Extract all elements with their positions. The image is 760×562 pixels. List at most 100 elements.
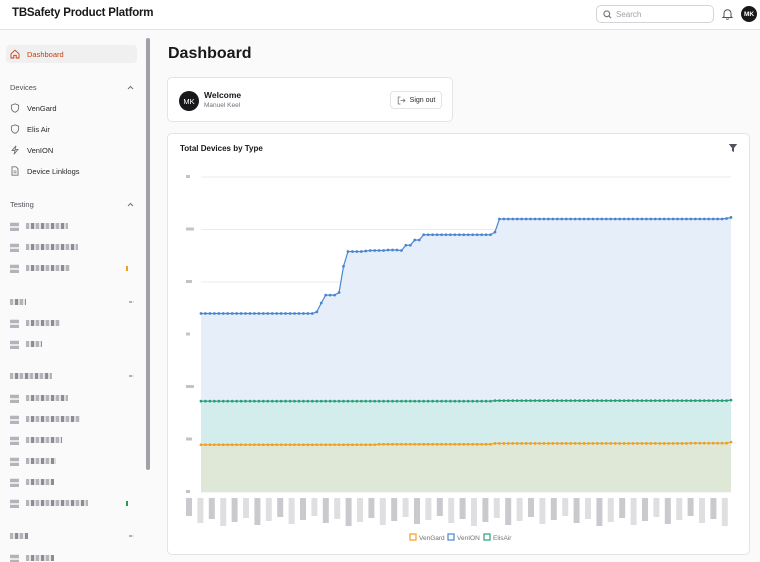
data-point <box>457 442 461 446</box>
data-point <box>725 217 728 220</box>
data-point <box>707 399 711 403</box>
data-point <box>689 217 693 221</box>
redacted-icon <box>10 414 19 424</box>
sidebar-scrollbar[interactable] <box>146 38 150 470</box>
data-point <box>627 399 630 403</box>
data-point <box>235 443 239 447</box>
data-point <box>676 399 679 403</box>
x-tick-label-redacted <box>220 498 227 526</box>
data-point <box>484 399 488 403</box>
data-point <box>408 442 412 446</box>
data-point <box>524 399 528 403</box>
data-point <box>324 293 328 297</box>
sidebar-item-redacted[interactable] <box>6 335 137 353</box>
sidebar-item-venion[interactable]: VenION <box>6 141 137 159</box>
data-point <box>359 250 363 253</box>
redacted-label <box>26 458 56 464</box>
data-point <box>444 442 448 446</box>
sidebar-item-redacted[interactable] <box>6 217 137 235</box>
data-point <box>382 399 386 403</box>
document-icon <box>11 166 19 176</box>
testing-section-header[interactable]: Testing <box>10 200 134 209</box>
sidebar-item-vengard[interactable]: VenGard <box>6 99 137 117</box>
bell-icon[interactable] <box>722 8 733 20</box>
search-box[interactable] <box>596 5 714 23</box>
data-point <box>631 442 635 445</box>
data-point <box>702 399 706 403</box>
data-point <box>346 250 350 253</box>
avatar[interactable]: MK <box>741 6 757 22</box>
data-point <box>538 442 541 445</box>
data-point <box>729 216 733 219</box>
sidebar-item-redacted[interactable] <box>6 452 137 470</box>
x-tick-label-redacted <box>550 498 557 520</box>
data-point <box>609 399 613 403</box>
data-point <box>449 233 452 237</box>
data-point <box>462 399 466 403</box>
sidebar-item-redacted[interactable] <box>6 431 137 449</box>
data-point <box>515 442 519 445</box>
data-point <box>627 442 630 445</box>
sidebar-item-elis-air[interactable]: Elis Air <box>6 120 137 138</box>
data-point <box>693 217 697 221</box>
data-point <box>595 217 599 221</box>
data-point <box>640 399 644 403</box>
data-point <box>729 398 733 402</box>
sidebar-item-redacted[interactable] <box>6 389 137 407</box>
shield-icon <box>10 103 20 113</box>
data-point <box>604 217 608 221</box>
sidebar-item-redacted[interactable] <box>6 494 137 512</box>
sidebar-item-dashboard[interactable]: Dashboard <box>6 45 137 63</box>
redacted-section-header[interactable] <box>10 373 134 379</box>
y-tick-label-redacted <box>186 437 192 441</box>
x-tick-label-redacted <box>482 498 489 522</box>
data-point <box>471 233 475 237</box>
filter-icon[interactable] <box>728 143 738 153</box>
data-point <box>417 238 421 242</box>
data-point <box>306 399 310 403</box>
data-point <box>230 312 234 315</box>
sidebar-item-redacted[interactable] <box>6 410 137 428</box>
sidebar-item-device-linklogs[interactable]: Device Linklogs <box>6 162 137 180</box>
data-point <box>524 442 528 445</box>
redacted-section-header[interactable] <box>10 533 134 539</box>
data-point <box>297 443 301 447</box>
data-point <box>270 312 274 315</box>
data-point <box>377 399 381 403</box>
data-point <box>546 442 550 445</box>
sidebar-item-label: VenGard <box>27 103 57 113</box>
data-point <box>671 217 675 221</box>
data-point <box>417 399 421 403</box>
data-point <box>208 443 212 447</box>
redacted-section-header[interactable] <box>10 299 134 305</box>
data-point <box>489 233 492 237</box>
data-point <box>284 399 288 403</box>
data-point <box>711 217 715 221</box>
data-point <box>333 443 337 447</box>
x-tick-label-redacted <box>539 498 546 524</box>
data-point <box>702 441 706 445</box>
sign-out-button[interactable]: Sign out <box>390 91 442 109</box>
data-point <box>689 441 693 445</box>
devices-section-header[interactable]: Devices <box>10 83 134 92</box>
data-point <box>636 399 639 403</box>
sidebar-item-redacted[interactable] <box>6 549 137 562</box>
redacted-label <box>26 395 68 401</box>
data-point <box>235 312 239 315</box>
data-point <box>644 442 648 445</box>
data-point <box>462 233 466 237</box>
sidebar-item-redacted[interactable] <box>6 238 137 256</box>
data-point <box>204 399 207 403</box>
data-point <box>368 443 372 447</box>
sidebar-item-redacted[interactable] <box>6 259 137 277</box>
sidebar-item-redacted[interactable] <box>6 314 137 332</box>
sidebar-item-redacted[interactable] <box>6 473 137 491</box>
search-input[interactable] <box>616 7 710 21</box>
data-point <box>302 443 305 447</box>
area-chart: VenGard VenION ElisAir <box>186 175 733 542</box>
data-point <box>288 312 292 315</box>
data-point <box>680 217 684 221</box>
data-point <box>435 442 439 446</box>
data-point <box>417 442 421 446</box>
data-point <box>573 217 577 221</box>
